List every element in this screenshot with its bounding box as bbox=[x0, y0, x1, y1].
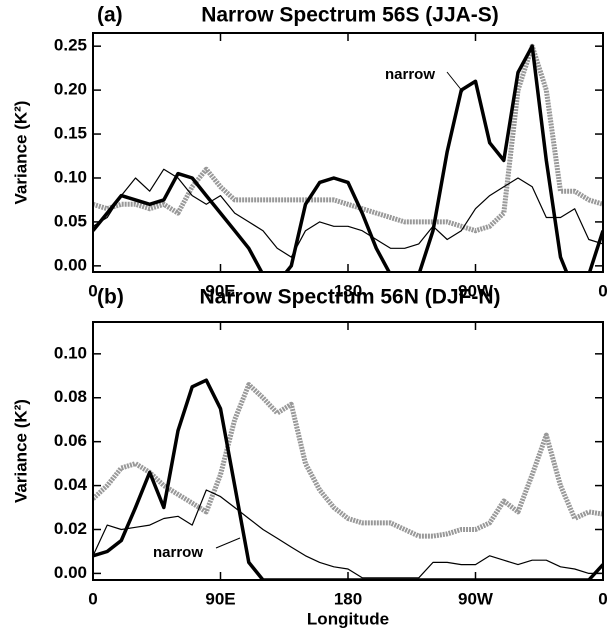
y-tick-label: 0.25 bbox=[54, 36, 87, 55]
data-line bbox=[93, 489, 603, 579]
annotation: narrow bbox=[385, 66, 435, 83]
data-line bbox=[93, 382, 603, 539]
plot-frame bbox=[92, 32, 604, 273]
y-tick-label: 0.20 bbox=[54, 80, 87, 99]
plot-frame bbox=[92, 321, 604, 581]
x-tick-label: 0 bbox=[88, 589, 97, 608]
y-tick-label: 0.10 bbox=[54, 167, 87, 186]
x-axis-label: Longitude bbox=[307, 609, 389, 628]
x-tick-label: 0 bbox=[598, 281, 607, 300]
x-tick-label: 0 bbox=[88, 281, 97, 300]
data-line bbox=[93, 44, 603, 272]
y-tick-label: 0.06 bbox=[54, 431, 87, 450]
annotation: narrow bbox=[153, 544, 203, 561]
y-tick-label: 0.08 bbox=[54, 387, 87, 406]
x-tick-label: 90W bbox=[458, 281, 494, 300]
panel-label: (b) bbox=[97, 286, 124, 309]
chart-title: Narrow Spectrum 56N (DJF-N) bbox=[199, 286, 500, 309]
y-tick-label: 0.00 bbox=[54, 255, 87, 274]
data-line bbox=[93, 43, 603, 234]
y-tick-label: 0.04 bbox=[54, 475, 88, 494]
chart-title: Narrow Spectrum 56S (JJA-S) bbox=[201, 4, 499, 27]
data-line bbox=[93, 168, 603, 258]
data-line bbox=[93, 378, 603, 580]
x-tick-label: 0 bbox=[598, 589, 607, 608]
y-tick-label: 0.10 bbox=[54, 343, 87, 362]
x-tick-label: 90W bbox=[458, 589, 494, 608]
panel-label: (a) bbox=[97, 4, 123, 27]
x-tick-label: 90E bbox=[205, 589, 235, 608]
x-tick-label: 180 bbox=[334, 281, 362, 300]
y-tick-label: 0.00 bbox=[54, 563, 87, 582]
y-axis-label: Variance (K²) bbox=[11, 399, 30, 503]
y-tick-label: 0.15 bbox=[54, 124, 87, 143]
y-tick-label: 0.02 bbox=[54, 519, 87, 538]
x-tick-label: 180 bbox=[334, 589, 362, 608]
y-tick-label: 0.05 bbox=[54, 211, 87, 230]
x-tick-label: 90E bbox=[205, 281, 235, 300]
annotation-pointer bbox=[215, 537, 241, 549]
y-axis-label: Variance (K²) bbox=[11, 101, 30, 205]
